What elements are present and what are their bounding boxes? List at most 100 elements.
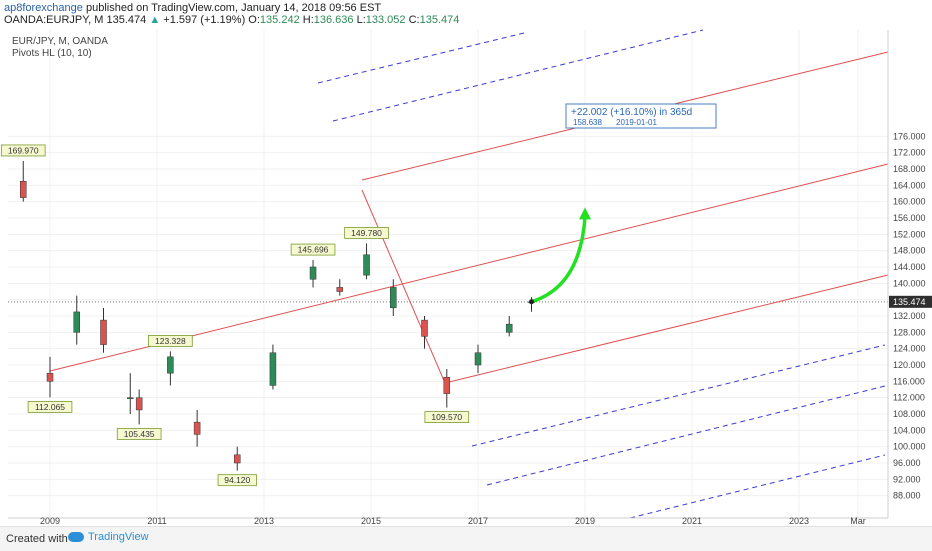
y-tick-label: 156.000 xyxy=(893,213,926,223)
dashed-line xyxy=(629,454,886,519)
pivot-label: 149.780 xyxy=(351,228,382,238)
y-tick-label: 144.000 xyxy=(893,262,926,272)
y-tick-label: 176.000 xyxy=(893,131,926,141)
pivot-label-box xyxy=(290,243,336,256)
candle-body xyxy=(127,397,134,399)
y-tick-label: 160.000 xyxy=(893,197,926,207)
y-tick-label: 88.000 xyxy=(893,491,921,501)
y-tick-label: 120.000 xyxy=(893,360,926,370)
footer: Created with TradingView xyxy=(0,526,932,551)
x-tick-label: 2009 xyxy=(40,516,60,526)
pivot-label: 105.435 xyxy=(124,429,155,439)
open-value: 135.242 xyxy=(259,14,300,26)
x-tick-label: 2023 xyxy=(789,516,809,526)
y-tick-label: 116.000 xyxy=(893,376,925,386)
y-tick-label: 168.000 xyxy=(893,164,926,174)
candles xyxy=(20,160,535,471)
author-name[interactable]: ap8forexchange xyxy=(4,2,83,14)
pivot-label: 112.065 xyxy=(35,402,65,412)
pivot-label-box xyxy=(217,474,257,487)
y-tick-label: 172.000 xyxy=(893,148,926,158)
y-tick-label: 152.000 xyxy=(893,229,926,239)
price-chart[interactable]: 169.970 112.065 123.328 105.435 94.120 145.69… xyxy=(0,0,932,526)
x-tick-label: 2021 xyxy=(682,516,702,526)
open-label: O: xyxy=(248,14,260,26)
projection-label-value: 158.638 xyxy=(573,118,602,127)
price-axis: 88.000 92.000 96.000 100.000 104.000 108.000 1… xyxy=(889,131,932,501)
projection-label-line1: +22.002 (+16.10%) in 365d xyxy=(571,107,692,118)
candle-body xyxy=(135,397,143,411)
candle-body xyxy=(73,311,80,333)
x-tick-label: 2015 xyxy=(361,516,381,526)
y-tick-label: 128.000 xyxy=(893,327,926,337)
low-label: L: xyxy=(356,14,366,26)
pivot-label: 94.120 xyxy=(224,475,250,485)
candle-body xyxy=(100,319,107,345)
close-label: C: xyxy=(408,14,420,26)
legend-indicator: Pivots HL (10, 10) xyxy=(12,48,92,59)
swing-line xyxy=(361,189,446,384)
last-price-tag xyxy=(889,295,932,308)
symbol: OANDA:EURJPY, M xyxy=(4,14,104,26)
tradingview-logo[interactable]: TradingView xyxy=(68,531,149,543)
pivot-label-box xyxy=(0,144,46,157)
projection-label-box xyxy=(565,103,717,129)
high-value: 136.636 xyxy=(313,14,354,26)
last-price: 135.474 xyxy=(106,14,147,26)
candle-body xyxy=(421,319,428,337)
cloud-icon xyxy=(68,532,84,543)
candle-body xyxy=(443,377,451,394)
candle-body xyxy=(336,287,344,292)
y-tick-label: 112.000 xyxy=(893,393,925,403)
candle-body xyxy=(167,356,174,374)
close-value: 135.474 xyxy=(419,14,460,26)
channel-line xyxy=(444,274,889,384)
y-tick-label: 132.000 xyxy=(893,311,926,321)
projection-arrowhead xyxy=(579,207,591,220)
ohlc-line: OANDA:EURJPY, M 135.474 ▲ +1.597 (+1.19%… xyxy=(4,14,924,26)
pivot-label: 145.696 xyxy=(298,245,329,255)
y-tick-label: 92.000 xyxy=(893,474,921,484)
y-tick-label: 140.000 xyxy=(893,278,926,288)
created-with: Created with xyxy=(6,533,68,545)
candle-body xyxy=(309,266,317,280)
change: +1.597 (+1.19%) xyxy=(163,14,246,26)
candle-body xyxy=(474,352,482,366)
pivot-label-box xyxy=(424,411,470,423)
projection-label-date: 2019-01-01 xyxy=(616,118,657,127)
dashed-line xyxy=(332,29,704,122)
y-tick-label: 148.000 xyxy=(893,246,926,256)
candle-body xyxy=(20,181,27,198)
projection-start-dot xyxy=(529,299,534,305)
dashed-line xyxy=(317,31,529,84)
pivot-label-box xyxy=(344,227,389,239)
pivot-label: 123.328 xyxy=(155,336,186,346)
y-tick-label: 96.000 xyxy=(893,458,921,468)
x-tick-label: 2019 xyxy=(575,516,595,526)
candle-body xyxy=(46,372,54,382)
candle-body xyxy=(234,454,241,464)
x-tick-label: Mar xyxy=(850,516,866,526)
y-tick-label: 108.000 xyxy=(893,409,926,419)
candle-body xyxy=(269,352,277,386)
time-axis: 2009 2011 2013 2015 2017 2019 2021 2023 Mar xyxy=(40,516,866,526)
x-tick-label: 2011 xyxy=(147,516,166,526)
grid xyxy=(8,30,888,518)
legend-title: EUR/JPY, M, OANDA xyxy=(12,36,108,47)
y-tick-label: 124.000 xyxy=(893,344,926,354)
y-tick-label: 164.000 xyxy=(893,180,926,190)
candle-body xyxy=(390,287,397,309)
low-value: 133.052 xyxy=(365,14,406,26)
pivot-labels: 169.970 112.065 123.328 105.435 94.120 145.69… xyxy=(0,144,470,487)
candle-body xyxy=(193,421,201,435)
candle-body xyxy=(505,323,513,333)
high-label: H: xyxy=(302,14,314,26)
brand-name: TradingView xyxy=(88,531,149,543)
last-price-tag-label: 135.474 xyxy=(893,297,926,307)
pivot-label-box xyxy=(148,335,193,347)
pivot-label: 109.570 xyxy=(431,412,462,422)
pivot-label: 169.970 xyxy=(8,145,39,155)
pivot-label-box xyxy=(27,401,73,413)
